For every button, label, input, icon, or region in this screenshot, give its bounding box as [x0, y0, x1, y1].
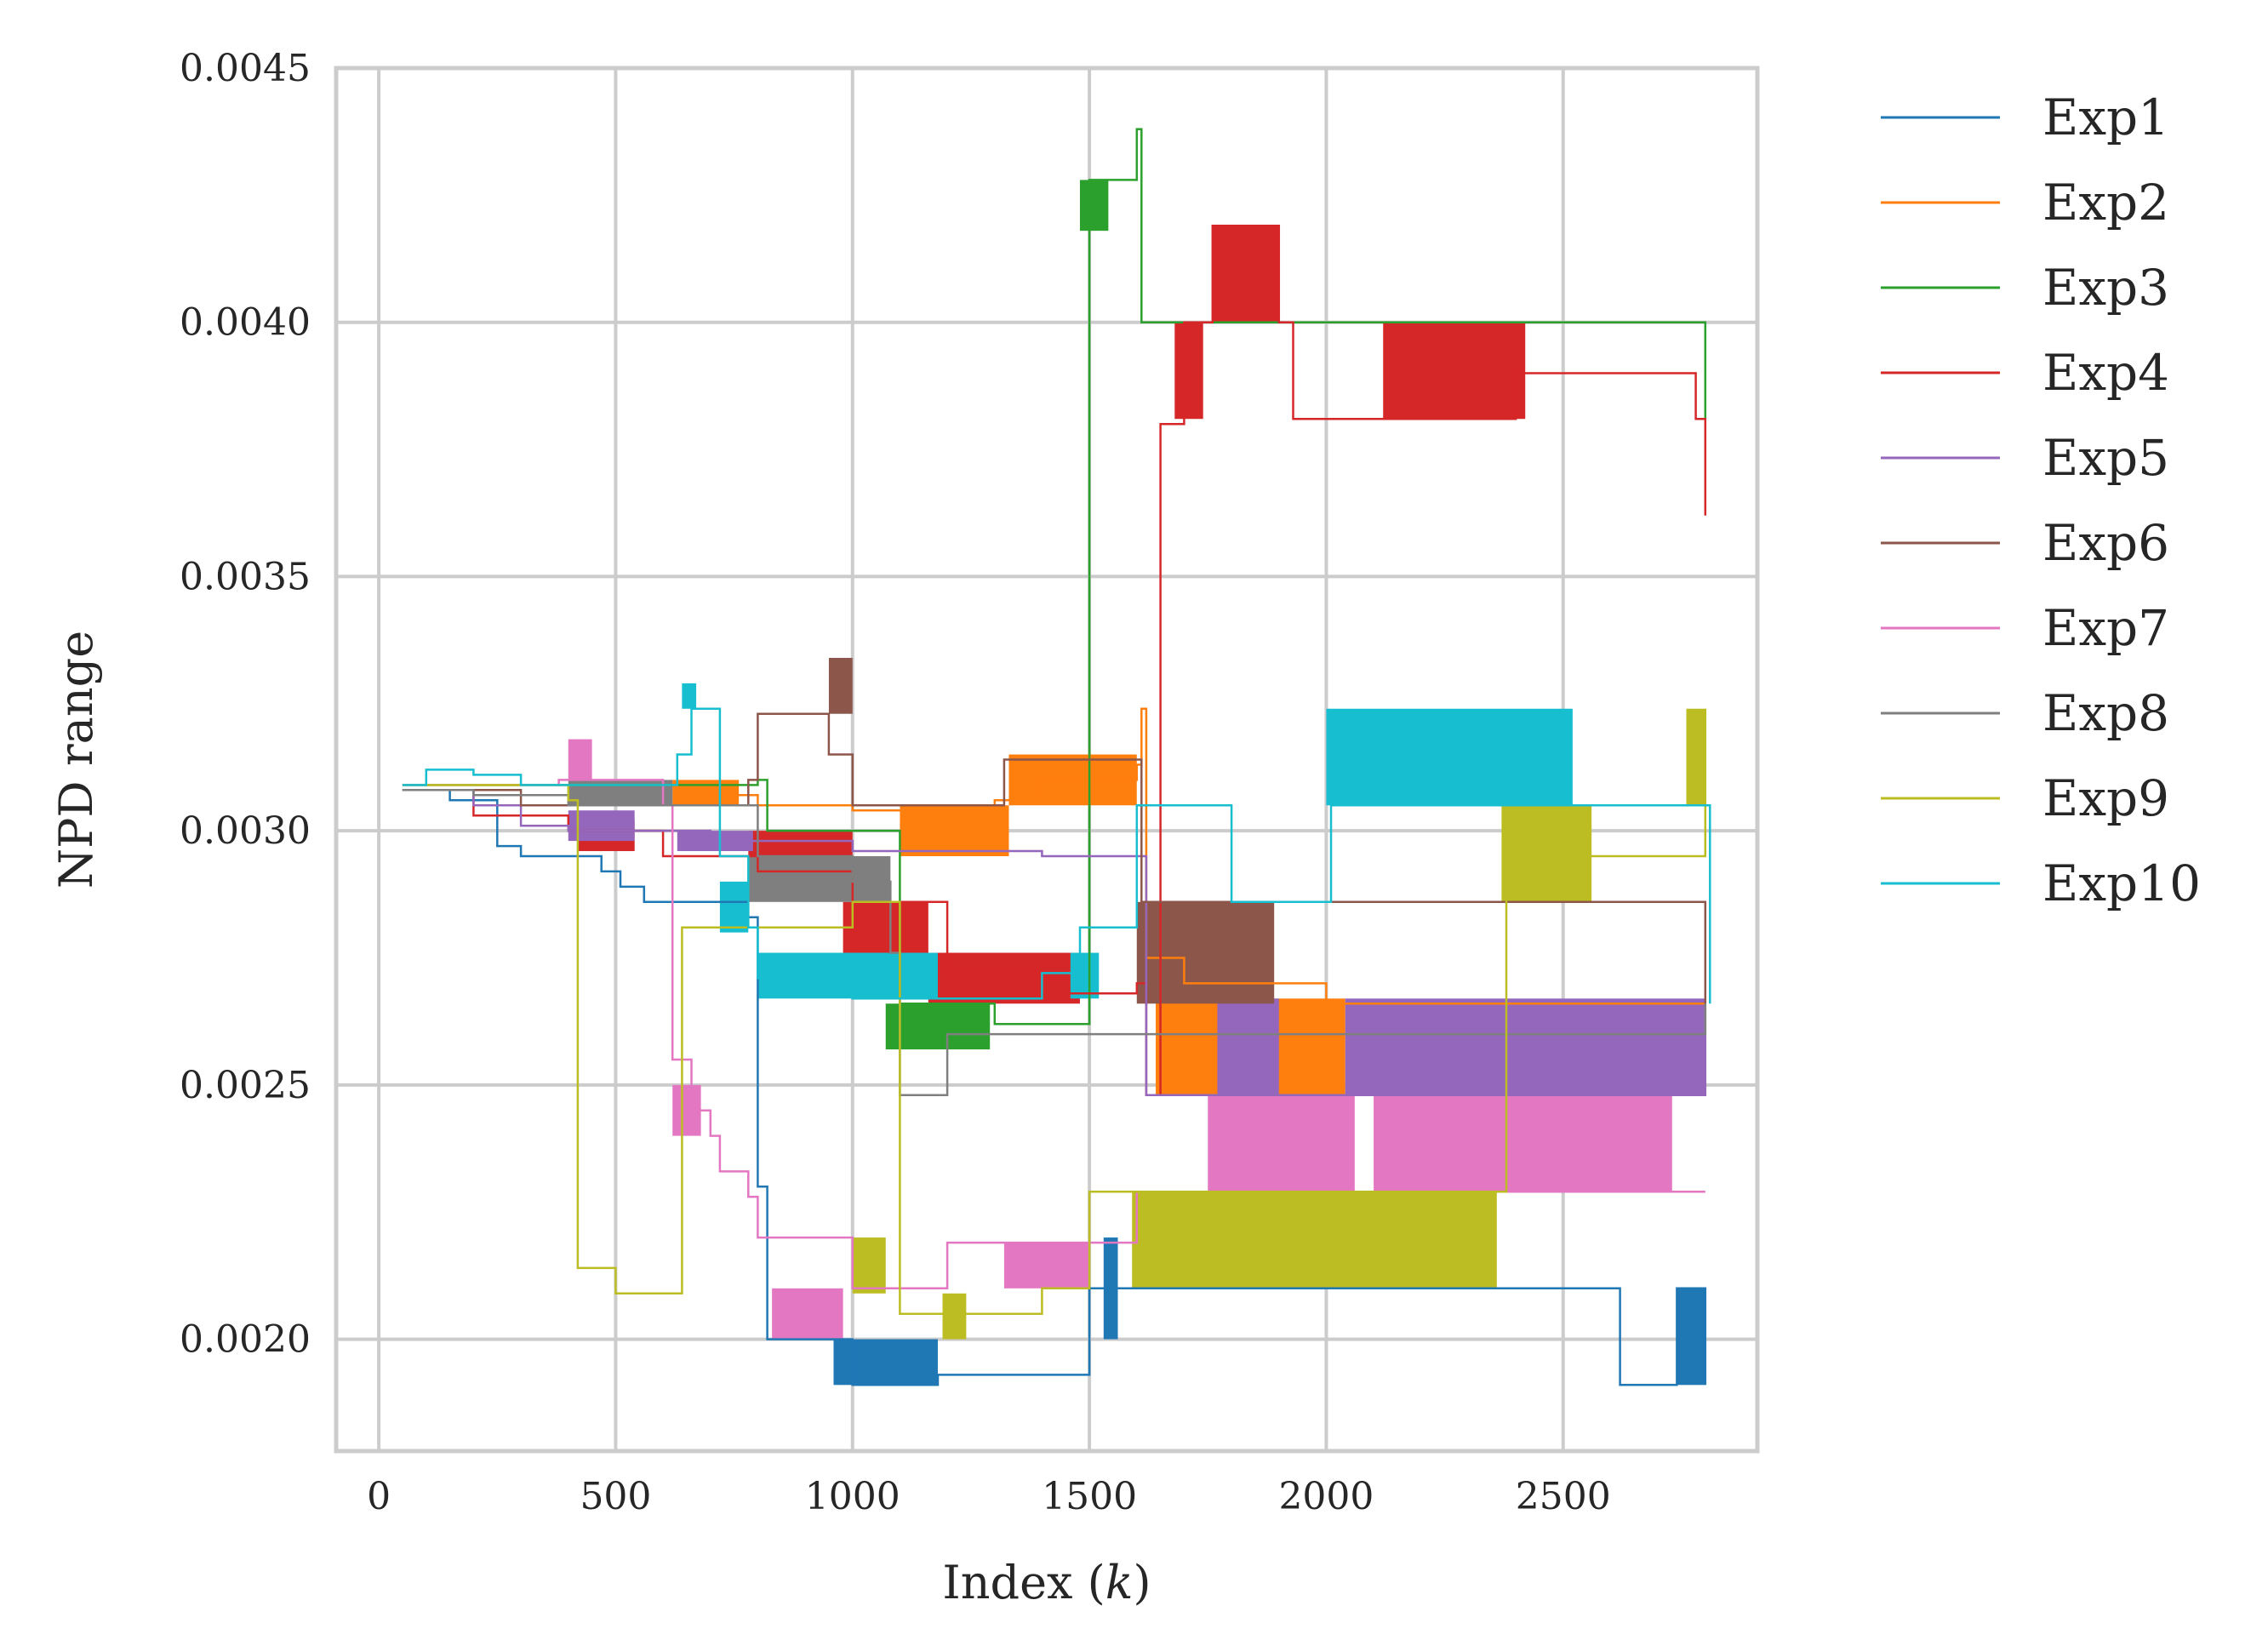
exp7-band [1208, 1094, 1355, 1192]
exp7-band [568, 739, 592, 780]
legend-label-exp8: Exp8 [2042, 684, 2169, 742]
exp1-band [833, 1339, 938, 1386]
series-bands [568, 180, 1705, 1386]
exp3-line [402, 128, 1707, 1026]
exp9-band [852, 1237, 886, 1294]
x-tick-label: 500 [580, 1475, 651, 1518]
exp1-band [1677, 1288, 1705, 1386]
legend-label-exp1: Exp1 [2042, 89, 2169, 146]
legend-label-exp4: Exp4 [2042, 344, 2169, 402]
x-axis-title: Index (k) [942, 1556, 1151, 1609]
exp5-band [1345, 998, 1705, 1095]
y-tick-label: 0.0030 [180, 809, 311, 853]
legend-label-exp6: Exp6 [2042, 514, 2169, 572]
exp5-band [1217, 998, 1279, 1095]
y-tick-label: 0.0020 [180, 1318, 311, 1362]
exp9-line [402, 708, 1707, 1315]
y-tick-label: 0.0025 [180, 1064, 311, 1107]
x-tick-label: 1500 [1042, 1475, 1137, 1518]
exp10-band [1070, 952, 1100, 999]
legend-label-exp9: Exp9 [2042, 769, 2169, 827]
exp6-band [828, 658, 853, 714]
exp4-band [1383, 322, 1526, 420]
x-tick-label: 2500 [1516, 1475, 1611, 1518]
exp2-band [900, 805, 1009, 857]
exp3-band [885, 1003, 991, 1050]
x-tick-label: 2000 [1278, 1475, 1374, 1518]
exp2-band [672, 780, 740, 806]
legend-label-exp10: Exp10 [2042, 854, 2201, 912]
exp7-band [1003, 1243, 1090, 1289]
legend-label-exp3: Exp3 [2042, 259, 2169, 317]
y-axis-title: NPD range [49, 631, 103, 889]
exp1-line [402, 789, 1707, 1386]
exp9-band [1501, 805, 1592, 902]
exp8-band [748, 856, 891, 902]
x-tick-label: 0 [367, 1475, 391, 1518]
exp5-band [568, 810, 635, 842]
legend: Exp1 Exp2 Exp3 Exp4 Exp5 Exp6 Exp7 Exp8 Exp9 Exp1… [1881, 89, 2201, 912]
legend-label-exp7: Exp7 [2042, 599, 2169, 657]
y-tick-label: 0.0045 [180, 47, 311, 90]
x-tick-label: 1000 [805, 1475, 900, 1518]
legend-label-exp2: Exp2 [2042, 174, 2169, 231]
plot-frame [334, 66, 1760, 1454]
exp10-band [682, 683, 697, 709]
exp7-band [1374, 1094, 1672, 1192]
exp2-line [402, 707, 1705, 1005]
exp7-band [772, 1288, 843, 1340]
exp2-band [1269, 998, 1345, 1095]
exp4-band [843, 901, 928, 953]
exp10-line [402, 707, 1711, 1004]
exp4-band [1212, 226, 1279, 323]
y-tick-label: 0.0040 [180, 301, 311, 345]
exp10-band [757, 952, 938, 999]
exp4-band [1174, 322, 1203, 420]
exp9-band [1132, 1191, 1497, 1289]
exp10-band [719, 881, 749, 933]
x-tick-labels: 0 500 1000 1500 2000 2500 [367, 1475, 1611, 1518]
exp4-band [928, 952, 1080, 1004]
exp9-band [942, 1293, 967, 1340]
exp6-band [1136, 901, 1275, 1004]
exp10-band [1326, 708, 1573, 806]
exp9-band [1686, 708, 1705, 806]
exp8-band [568, 780, 673, 806]
exp3-band [1079, 180, 1109, 231]
y-tick-labels: 0.0020 0.0025 0.0030 0.0035 0.0040 0.0045 [180, 47, 311, 1362]
legend-label-exp5: Exp5 [2042, 429, 2169, 487]
series-lines [402, 128, 1711, 1386]
exp2-band [1156, 998, 1222, 1095]
y-tick-label: 0.0035 [180, 555, 311, 598]
